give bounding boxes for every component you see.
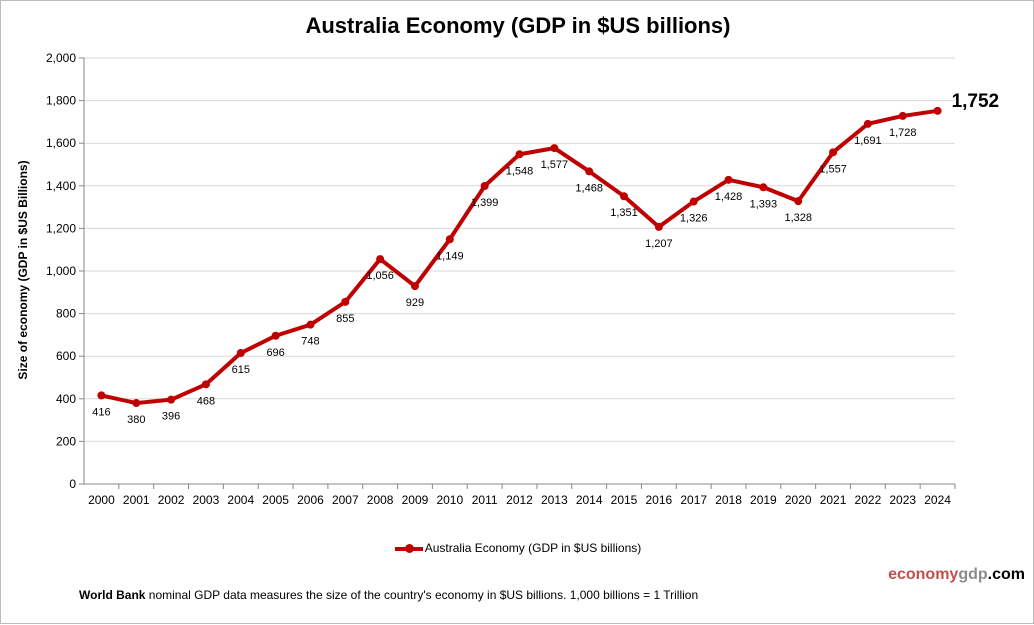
- data-label: 416: [92, 406, 110, 418]
- data-point: [410, 282, 419, 291]
- data-point: [271, 331, 280, 340]
- y-tick-label: 200: [56, 434, 76, 448]
- x-tick-label: 2023: [889, 493, 916, 507]
- data-point: [724, 175, 733, 184]
- x-tick-label: 2001: [123, 493, 150, 507]
- x-tick-label: 2010: [436, 493, 463, 507]
- data-label: 1,351: [610, 207, 638, 219]
- y-tick-label: 1,800: [46, 94, 76, 108]
- data-label: 1,326: [680, 213, 708, 225]
- data-label: 1,577: [541, 159, 569, 171]
- x-tick-label: 2006: [297, 493, 324, 507]
- data-point: [620, 192, 629, 201]
- x-tick-label: 2021: [820, 493, 847, 507]
- data-point: [480, 182, 489, 191]
- chart-title: Australia Economy (GDP in $US billions): [305, 13, 731, 38]
- legend-label: Australia Economy (GDP in $US billions): [424, 541, 642, 555]
- data-point: [445, 235, 454, 244]
- data-label: 1,691: [854, 135, 882, 147]
- brand-part-1: economy: [888, 566, 959, 583]
- data-point: [167, 395, 176, 404]
- data-point: [97, 391, 106, 400]
- data-label: 615: [232, 364, 250, 376]
- data-point: [515, 150, 524, 159]
- data-label: 468: [197, 395, 215, 407]
- data-point: [829, 148, 838, 157]
- x-tick-label: 2014: [576, 493, 603, 507]
- data-label: 1,056: [366, 270, 394, 282]
- x-tick-label: 2002: [158, 493, 185, 507]
- y-tick-label: 400: [56, 392, 76, 406]
- y-tick-label: 1,600: [46, 136, 76, 150]
- data-point: [201, 380, 210, 389]
- legend: Australia Economy (GDP in $US billions): [1, 541, 1034, 555]
- x-tick-label: 2015: [611, 493, 638, 507]
- x-tick-label: 2013: [541, 493, 568, 507]
- data-point: [376, 255, 385, 264]
- data-label: 696: [266, 347, 284, 359]
- data-label: 1,468: [575, 182, 603, 194]
- x-tick-label: 2004: [227, 493, 254, 507]
- data-label: 855: [336, 313, 354, 325]
- y-tick-label: 1,400: [46, 179, 76, 193]
- data-label: 1,393: [750, 198, 778, 210]
- x-tick-label: 2016: [646, 493, 673, 507]
- data-point: [863, 119, 872, 128]
- data-label: 1,728: [889, 127, 917, 139]
- data-point: [132, 399, 141, 408]
- footnote-text: nominal GDP data measures the size of th…: [145, 588, 699, 602]
- data-label: 1,328: [784, 212, 812, 224]
- footnote-source: World Bank: [79, 588, 146, 602]
- data-label: 929: [406, 297, 424, 309]
- y-tick-label: 0: [69, 477, 76, 491]
- data-point: [550, 144, 559, 153]
- x-tick-label: 2024: [924, 493, 951, 507]
- data-point: [759, 183, 768, 192]
- x-tick-label: 2003: [193, 493, 220, 507]
- brand-part-2: gdp: [958, 566, 988, 583]
- x-tick-label: 2018: [715, 493, 742, 507]
- x-tick-label: 2022: [855, 493, 882, 507]
- data-label: 1,428: [715, 191, 743, 203]
- data-point: [794, 197, 803, 206]
- data-point: [689, 197, 698, 206]
- data-point: [898, 111, 907, 120]
- data-label: 380: [127, 414, 145, 426]
- footnote: World Bank nominal GDP data measures the…: [79, 588, 698, 602]
- x-tick-label: 2000: [88, 493, 115, 507]
- data-point: [236, 349, 245, 358]
- x-tick-label: 2017: [680, 493, 707, 507]
- x-tick-label: 2005: [262, 493, 289, 507]
- data-label: 1,399: [471, 197, 499, 209]
- x-tick-label: 2012: [506, 493, 533, 507]
- data-point: [341, 297, 350, 306]
- data-label: 1,207: [645, 238, 673, 250]
- y-tick-label: 1,200: [46, 221, 76, 235]
- data-point: [585, 167, 594, 176]
- data-point: [933, 106, 942, 115]
- legend-swatch: [394, 543, 423, 553]
- brand-part-3: .com: [987, 566, 1025, 583]
- data-label: 1,752: [952, 91, 1000, 112]
- x-tick-label: 2020: [785, 493, 812, 507]
- x-tick-label: 2009: [402, 493, 429, 507]
- data-label: 748: [301, 336, 319, 348]
- brand-logo: economygdp.com: [888, 566, 1025, 584]
- data-label: 396: [162, 411, 180, 423]
- data-point: [654, 222, 663, 231]
- x-tick-label: 2007: [332, 493, 359, 507]
- y-tick-label: 2,000: [46, 51, 76, 65]
- x-tick-label: 2011: [472, 493, 498, 507]
- y-tick-label: 1,000: [46, 264, 76, 278]
- data-label: 1,548: [506, 165, 534, 177]
- x-tick-label: 2019: [750, 493, 777, 507]
- y-tick-label: 800: [56, 307, 76, 321]
- x-tick-label: 2008: [367, 493, 394, 507]
- y-tick-label: 600: [56, 349, 76, 363]
- data-label: 1,557: [819, 163, 847, 175]
- data-label: 1,149: [436, 250, 464, 262]
- data-point: [306, 320, 315, 329]
